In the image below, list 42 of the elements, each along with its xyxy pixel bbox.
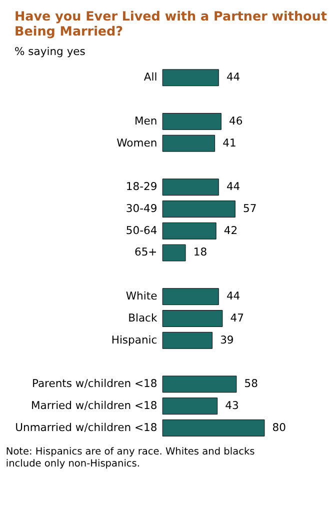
bar [162, 288, 219, 306]
data-label: 44 [226, 70, 240, 84]
data-label: 43 [225, 399, 239, 412]
y-tick-label: Black [128, 311, 158, 324]
data-label: 39 [220, 333, 234, 346]
text: Note: Hispanics are of any race. Whites and blacks include only non-Hispanics. [6, 446, 255, 470]
data-label: 57 [243, 202, 257, 215]
data-label: 44 [226, 290, 240, 303]
bar [162, 178, 219, 196]
y-tick-label: Married w/children <18 [31, 399, 158, 412]
data-label: 18 [193, 246, 208, 259]
data-label: 41 [222, 136, 236, 150]
data-label: 42 [224, 224, 238, 237]
y-tick-label: Men [134, 114, 158, 128]
bar [162, 310, 223, 327]
data-label: 44 [226, 180, 240, 194]
y-tick-label: 50-64 [126, 224, 158, 237]
bar [162, 398, 218, 415]
bar [162, 420, 265, 436]
text: % saying yes [14, 44, 86, 58]
y-tick-label: 30-49 [126, 202, 158, 215]
y-tick-label: Hispanic [111, 333, 158, 346]
y-tick-label: Unmarried w/children <18 [15, 420, 158, 434]
chart-title: Have you Ever Lived with a Partner without Being Married? [14, 10, 327, 40]
data-label: 80 [272, 420, 286, 434]
bar [162, 222, 216, 240]
bar [162, 244, 186, 262]
y-tick-label: White [126, 290, 158, 303]
bar [162, 112, 222, 130]
bar [162, 134, 216, 152]
data-label: 47 [230, 311, 244, 324]
bar [162, 200, 236, 218]
bar [162, 376, 237, 393]
y-tick-label: All [144, 70, 158, 84]
y-tick-label: 65+ [134, 246, 158, 259]
y-tick-label: Parents w/children <18 [32, 377, 158, 390]
data-label: 46 [229, 114, 243, 128]
bar [162, 69, 219, 86]
y-tick-label: 18-29 [126, 180, 158, 194]
data-label: 58 [244, 377, 258, 390]
y-tick-label: Women [116, 136, 158, 150]
bar [162, 332, 212, 349]
